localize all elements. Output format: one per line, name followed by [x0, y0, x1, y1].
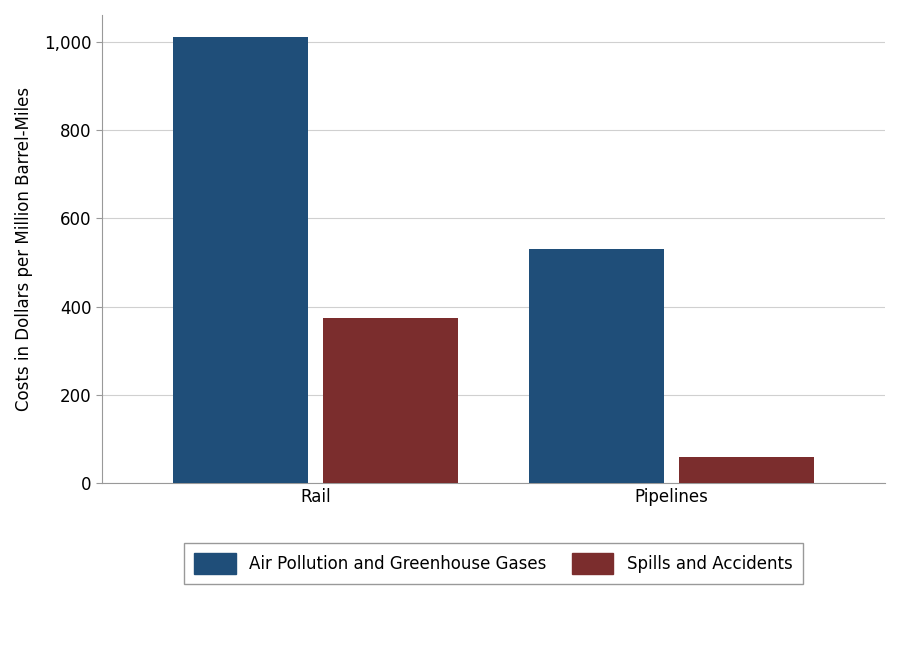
Bar [679, 457, 814, 483]
Bar [529, 249, 664, 483]
Bar [173, 37, 309, 483]
Y-axis label: Costs in Dollars per Million Barrel-Miles: Costs in Dollars per Million Barrel-Mile… [15, 87, 33, 411]
Bar [323, 318, 458, 483]
Legend: Air Pollution and Greenhouse Gases, Spills and Accidents: Air Pollution and Greenhouse Gases, Spil… [184, 543, 803, 584]
